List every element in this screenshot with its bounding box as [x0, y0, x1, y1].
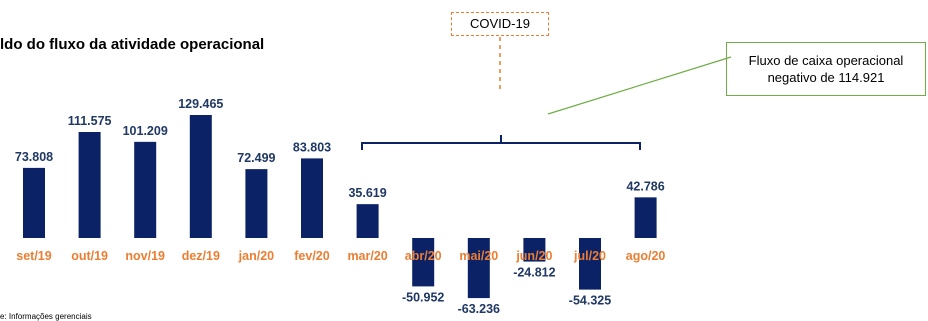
bar-abr/20 [412, 238, 435, 287]
data-label-out/19: 111.575 [68, 114, 112, 128]
data-label-jul/20: -54.325 [569, 294, 611, 308]
category-label-mar/20: mar/20 [347, 249, 387, 263]
category-label-set/19: set/19 [16, 249, 51, 263]
callout-line-2: negativo de 114.921 [767, 70, 885, 85]
category-label-mai/20: mai/20 [459, 249, 498, 263]
bar-dez/19 [189, 115, 212, 238]
data-label-dez/19: 129.465 [178, 97, 223, 111]
source-note: e: Informações gerenciais [0, 312, 92, 321]
category-label-jun/20: jun/20 [515, 249, 552, 263]
data-label-ago/20: 42.786 [626, 179, 664, 193]
category-label-nov/19: nov/19 [125, 249, 165, 263]
bar-jun/20 [523, 238, 546, 262]
callout-line-1: Fluxo de caixa operacional [748, 53, 904, 68]
data-label-set/19: 73.808 [15, 150, 53, 164]
chart-title: ldo do fluxo da atividade operacional [0, 36, 265, 53]
bar-out/19 [78, 132, 101, 238]
category-label-abr/20: abr/20 [405, 249, 442, 263]
data-label-mar/20: 35.619 [348, 186, 386, 200]
data-label-fev/20: 83.803 [293, 140, 331, 154]
bar-jan/20 [245, 169, 268, 238]
data-label-jun/20: -24.812 [513, 266, 555, 280]
covid-period-brace [361, 135, 641, 150]
covid-label-box: COVID-19 [451, 12, 549, 36]
category-label-jul/20: jul/20 [573, 249, 606, 263]
callout-box: Fluxo de caixa operacional negativo de 1… [726, 42, 926, 96]
category-label-out/19: out/19 [71, 249, 108, 263]
data-label-mai/20: -63.236 [458, 302, 500, 316]
bar-jul/20 [579, 238, 601, 290]
data-label-nov/19: 101.209 [123, 124, 168, 138]
category-label-fev/20: fev/20 [294, 249, 329, 263]
data-label-abr/20: -50.952 [402, 290, 444, 304]
category-label-dez/19: dez/19 [182, 249, 220, 263]
category-label-jan/20: jan/20 [238, 249, 274, 263]
bar-nov/19 [134, 141, 157, 238]
data-label-jan/20: 72.499 [237, 151, 275, 165]
bar-mai/20 [467, 238, 490, 299]
callout-pointer-line [547, 56, 732, 115]
bar-fev/20 [301, 158, 323, 238]
bar-mar/20 [356, 204, 379, 238]
covid-label: COVID-19 [470, 16, 530, 31]
bar-set/19 [23, 167, 45, 238]
category-label-ago/20: ago/20 [626, 249, 666, 263]
bar-ago/20 [634, 197, 657, 238]
